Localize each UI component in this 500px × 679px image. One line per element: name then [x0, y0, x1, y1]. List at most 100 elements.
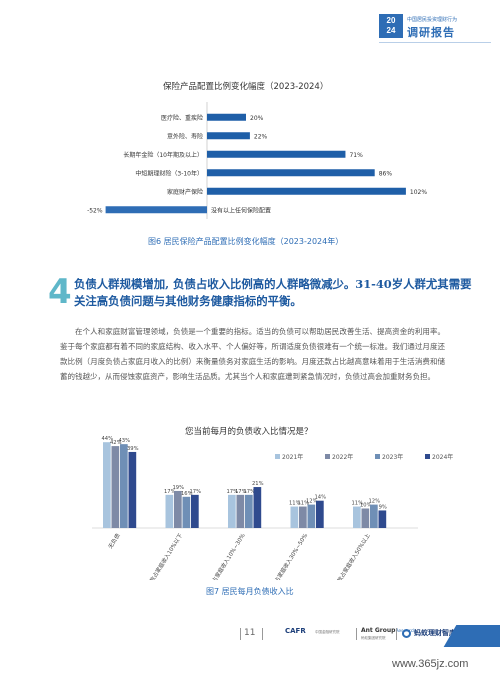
footer-divider	[396, 628, 397, 640]
chart2-bar	[128, 451, 137, 528]
chart2-bar	[165, 494, 174, 528]
chart2-title: 您当前每月的负债收入比情况是？	[185, 427, 313, 437]
chart1-value-label: 71%	[349, 152, 363, 159]
chart2-category-label: 每月还款占家庭收入10%~30%	[198, 532, 246, 580]
chart2-value-label: 14%	[314, 495, 326, 501]
chart1-value-label: 22%	[254, 133, 268, 140]
chart2-value-label: 11%	[289, 501, 301, 507]
chart2-value-label: 17%	[226, 489, 238, 495]
chart1-category-label: 没有以上任何保险配置	[211, 206, 271, 214]
antgroup-logo-sub: 蚂蚁集团研究院	[361, 636, 386, 640]
chart2-category-label: 每月还款占家庭收入10%以下	[139, 531, 185, 580]
chart1-title: 保险产品配置比例变化幅度（2023-2024）	[163, 82, 329, 92]
ant-think-tank-icon	[402, 629, 411, 638]
chart2-bar	[361, 508, 370, 528]
chart2-bar	[253, 487, 262, 528]
chart1-bar	[207, 150, 346, 158]
chart2-value-label: 39%	[127, 446, 139, 452]
chart2-bar	[299, 506, 307, 528]
chart2-category-label: 每月还款占家庭收入30%~50%	[261, 532, 309, 580]
chart1-bar	[207, 132, 250, 140]
chart2-bar	[174, 490, 182, 528]
chart1-category-label: 中短期理财险（3-10年）	[135, 169, 203, 177]
year-top: 20	[386, 16, 396, 25]
chart2-legend-label: 2022年	[332, 453, 353, 461]
chart2-bar	[245, 494, 253, 528]
chart2-bar	[353, 506, 361, 528]
ant-think-tank-logo: 蚂蚁理财智库	[414, 629, 456, 637]
chart2-legend-label: 2024年	[432, 453, 453, 461]
chart2-value-label: 43%	[118, 438, 130, 444]
chart2-value-label: 17%	[189, 489, 201, 495]
chart2-value-label: 11%	[351, 501, 363, 507]
footer-divider	[356, 628, 357, 640]
chart1-bar	[207, 187, 406, 195]
chart1-value-label: 86%	[379, 170, 393, 177]
chart1-value-label: 20%	[250, 115, 264, 122]
cafr-logo-sub: 中国金融研究院	[315, 630, 340, 634]
antgroup-name: Ant Group	[361, 627, 396, 634]
footer: 11 CAFR 中国金融研究院 Ant GroupResearch 蚂蚁集团研究…	[230, 622, 500, 646]
section-title: 负债人群规模增加, 负债占收入比例高的人群略微减少。31-40岁人群尤其需要关注…	[74, 277, 472, 308]
chart1-value-label: -52%	[87, 207, 103, 214]
chart2-caption: 图7 居民每月负债收入比	[206, 587, 294, 596]
cafr-logo: CAFR	[285, 627, 306, 635]
chart2-bar	[182, 496, 191, 528]
chart2-value-label: 12%	[306, 499, 318, 505]
chart2-value-label: 12%	[368, 499, 380, 505]
report-header: 20 24 中国居民投资理财行为 调研报告	[379, 14, 491, 54]
chart2-value-label: 17%	[235, 489, 247, 495]
chart2-category-label: 无负债	[106, 531, 122, 550]
chart2-value-label: 42%	[110, 440, 122, 446]
debt-income-chart: 2021年 2022年 2023年 2024年44%42%43%39%无负债17%19…	[92, 436, 453, 580]
chart2-bar	[191, 494, 199, 528]
chart2-legend-swatch	[325, 454, 330, 459]
insurance-change-chart: 医疗险、重疾险 20% 意外险、寿险 22% 长期年金险（10年期及以上） 71% 中短期理…	[87, 102, 427, 219]
chart2-value-label: 16%	[181, 491, 193, 497]
year-bottom: 24	[386, 26, 396, 35]
chart1-category-label: 意外险、寿险	[167, 132, 203, 140]
chart2-value-label: 10%	[360, 503, 372, 509]
chart1-bar	[207, 169, 375, 177]
chart2-bar	[103, 442, 111, 528]
chart2-bar	[290, 506, 299, 528]
chart2-value-label: 17%	[243, 489, 255, 495]
chart2-value-label: 11%	[297, 501, 309, 507]
chart2-value-label: 21%	[252, 481, 264, 487]
chart1-category-label: 家庭财产保险	[167, 188, 203, 196]
chart1-category-label: 医疗险、重疾险	[161, 114, 203, 122]
chart2-bar	[228, 494, 236, 528]
chart2-category-label: 每月还款占家庭收入50%以上	[326, 531, 372, 580]
chart2-legend-label: 2023年	[382, 453, 403, 461]
section-body: 在个人和家庭财富管理领域，负债是一个重要的指标。适当的负债可以帮助居民改善生活、…	[60, 327, 445, 381]
header-title: 调研报告	[407, 26, 455, 39]
year-badge: 20 24	[379, 14, 403, 38]
chart2-value-label: 17%	[164, 489, 176, 495]
chart2-bar	[120, 444, 128, 528]
footer-divider	[262, 628, 263, 640]
page-number: 11	[244, 628, 256, 638]
chart1-bar	[207, 113, 246, 121]
chart1-value-label: 102%	[410, 189, 427, 196]
chart1-category-label: 长期年金险（10年期及以上）	[123, 151, 203, 159]
section-number: 4	[48, 272, 72, 312]
chart2-legend-swatch	[375, 454, 380, 459]
header-divider	[379, 42, 491, 43]
chart2-legend-swatch	[425, 454, 430, 459]
footer-divider	[240, 628, 241, 640]
chart2-bar	[316, 500, 324, 528]
chart2-bar	[378, 510, 387, 528]
chart2-bar	[370, 504, 378, 528]
chart2-bar	[236, 494, 245, 528]
chart2-legend-label: 2021年	[282, 453, 303, 461]
chart2-value-label: 44%	[101, 436, 113, 442]
chart2-legend-swatch	[275, 454, 280, 459]
watermark: www.365jz.com	[392, 658, 469, 670]
chart1-caption: 图6 居民保险产品配置比例变化幅度（2023-2024年）	[148, 237, 344, 246]
chart2-value-label: 9%	[379, 504, 387, 510]
chart2-bar	[111, 446, 120, 528]
chart1-bar	[105, 206, 207, 214]
header-subtitle: 中国居民投资理财行为	[407, 17, 458, 23]
chart2-bar	[307, 504, 316, 528]
chart2-value-label: 19%	[172, 485, 184, 491]
